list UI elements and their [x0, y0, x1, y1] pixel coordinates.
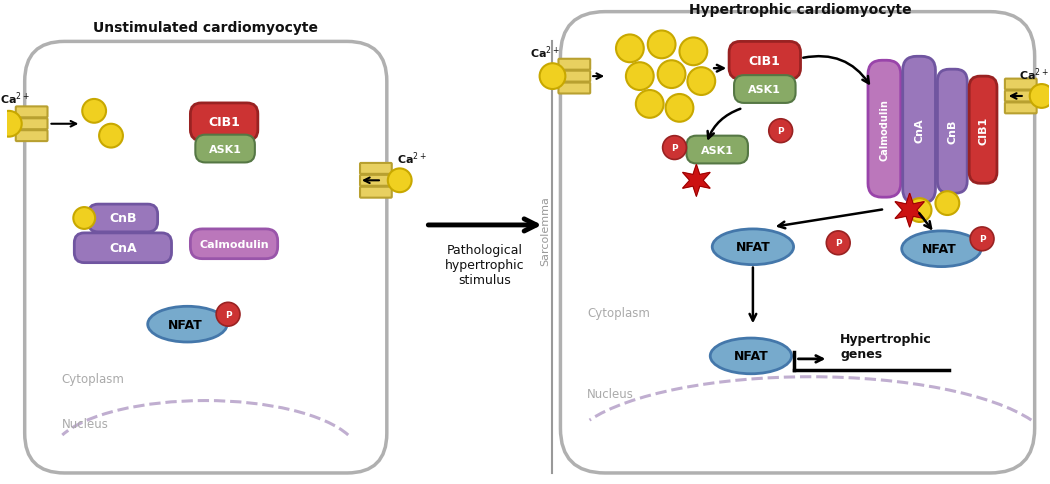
Circle shape: [1030, 85, 1050, 108]
FancyBboxPatch shape: [1005, 79, 1036, 91]
Circle shape: [666, 95, 693, 122]
FancyBboxPatch shape: [938, 70, 967, 194]
FancyBboxPatch shape: [25, 42, 386, 473]
FancyBboxPatch shape: [360, 187, 392, 198]
Circle shape: [657, 61, 686, 89]
Text: NFAT: NFAT: [168, 318, 203, 331]
FancyBboxPatch shape: [734, 76, 796, 104]
Text: Ca$^{2+}$: Ca$^{2+}$: [529, 44, 560, 60]
Circle shape: [826, 231, 850, 255]
FancyBboxPatch shape: [1005, 91, 1036, 102]
FancyBboxPatch shape: [190, 104, 258, 141]
Text: CnB: CnB: [109, 212, 136, 225]
FancyBboxPatch shape: [561, 13, 1034, 473]
Text: P: P: [671, 144, 678, 153]
FancyBboxPatch shape: [360, 176, 392, 186]
Polygon shape: [682, 165, 710, 197]
Ellipse shape: [902, 231, 981, 267]
Text: Ca$^{2+}$: Ca$^{2+}$: [1018, 67, 1049, 83]
Ellipse shape: [148, 307, 227, 342]
Text: Ca$^{2+}$: Ca$^{2+}$: [397, 150, 426, 166]
Text: ASK1: ASK1: [700, 145, 734, 155]
Text: Calmodulin: Calmodulin: [200, 239, 269, 249]
Text: Cytoplasm: Cytoplasm: [587, 306, 650, 319]
FancyBboxPatch shape: [868, 61, 901, 198]
Text: Cytoplasm: Cytoplasm: [61, 373, 124, 385]
Text: CnB: CnB: [947, 120, 958, 144]
Text: CnA: CnA: [915, 118, 924, 143]
Polygon shape: [895, 194, 924, 227]
FancyBboxPatch shape: [16, 119, 47, 130]
Text: Ca$^{2+}$: Ca$^{2+}$: [0, 91, 29, 107]
Circle shape: [540, 64, 565, 90]
FancyBboxPatch shape: [729, 42, 800, 80]
Text: Hypertrophic cardiomyocyte: Hypertrophic cardiomyocyte: [689, 2, 911, 16]
Text: ASK1: ASK1: [209, 144, 242, 154]
Text: Hypertrophic
genes: Hypertrophic genes: [840, 333, 932, 360]
Circle shape: [99, 124, 123, 148]
Text: Pathological
hypertrophic
stimulus: Pathological hypertrophic stimulus: [445, 243, 525, 286]
Circle shape: [970, 227, 994, 251]
Text: Nucleus: Nucleus: [587, 387, 634, 400]
Text: Nucleus: Nucleus: [61, 417, 108, 430]
FancyBboxPatch shape: [75, 233, 171, 263]
Text: P: P: [225, 310, 231, 319]
FancyBboxPatch shape: [969, 77, 996, 184]
FancyBboxPatch shape: [195, 136, 255, 163]
Text: NFAT: NFAT: [734, 349, 769, 363]
FancyBboxPatch shape: [190, 229, 277, 259]
Text: CnA: CnA: [109, 242, 136, 255]
Circle shape: [769, 120, 793, 143]
Circle shape: [648, 31, 675, 59]
Text: Sarcolemma: Sarcolemma: [541, 196, 550, 265]
FancyBboxPatch shape: [903, 57, 936, 204]
Circle shape: [626, 63, 654, 91]
Circle shape: [216, 302, 240, 327]
Text: CIB1: CIB1: [749, 55, 781, 68]
Text: Calmodulin: Calmodulin: [879, 99, 889, 160]
Ellipse shape: [712, 229, 794, 265]
Text: CIB1: CIB1: [978, 116, 988, 145]
FancyBboxPatch shape: [16, 107, 47, 118]
Text: P: P: [777, 127, 784, 136]
Circle shape: [663, 136, 687, 160]
Text: NFAT: NFAT: [736, 241, 771, 254]
FancyBboxPatch shape: [559, 60, 590, 71]
Circle shape: [688, 68, 715, 96]
Text: NFAT: NFAT: [922, 243, 957, 256]
FancyBboxPatch shape: [88, 205, 158, 232]
FancyBboxPatch shape: [559, 83, 590, 94]
Text: P: P: [979, 235, 985, 244]
Circle shape: [0, 112, 22, 137]
Text: CIB1: CIB1: [208, 116, 240, 129]
Circle shape: [616, 35, 644, 63]
Circle shape: [936, 192, 960, 215]
Circle shape: [82, 100, 106, 123]
Circle shape: [679, 38, 708, 66]
Circle shape: [74, 208, 96, 229]
Text: P: P: [835, 239, 841, 248]
FancyBboxPatch shape: [1005, 103, 1036, 114]
Text: ASK1: ASK1: [749, 85, 781, 95]
FancyBboxPatch shape: [360, 164, 392, 175]
FancyBboxPatch shape: [687, 136, 748, 164]
Text: Unstimulated cardiomyocyte: Unstimulated cardiomyocyte: [92, 20, 318, 34]
FancyBboxPatch shape: [16, 131, 47, 142]
Circle shape: [387, 169, 412, 193]
Circle shape: [636, 91, 664, 119]
Ellipse shape: [710, 338, 792, 374]
FancyBboxPatch shape: [559, 72, 590, 82]
Circle shape: [907, 199, 931, 223]
